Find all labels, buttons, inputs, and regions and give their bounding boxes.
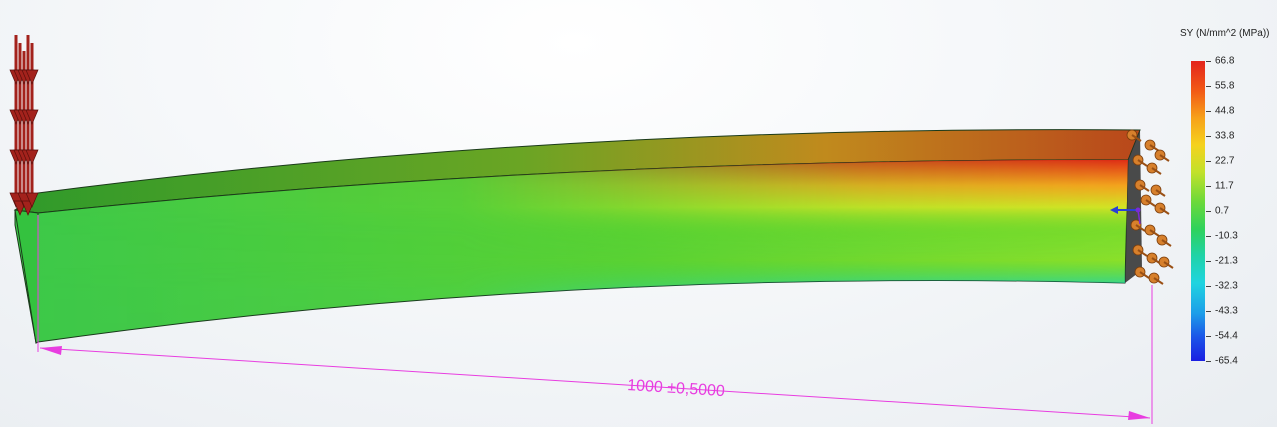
stress-legend[interactable]: SY (N/mm^2 (MPa)) 66.8 55.8 44.8 33.8 22.7 11…	[1180, 28, 1277, 378]
load-arrow-head	[25, 69, 39, 85]
legend-tick-label: 11.7	[1215, 180, 1234, 192]
fixture-pin-stem	[1161, 239, 1172, 247]
legend-tick-label: -43.3	[1215, 305, 1238, 317]
legend-tick	[1206, 361, 1211, 362]
load-arrow-head	[25, 192, 39, 208]
fixture-pin-stem	[1135, 224, 1146, 232]
load-arrows-icon[interactable]	[9, 35, 39, 216]
fixture-pin-stem	[1145, 199, 1156, 207]
fixture-pin-stem	[1137, 249, 1148, 257]
fixture-pin-stem	[1149, 229, 1160, 237]
legend-tick-label: -10.3	[1215, 230, 1238, 242]
legend-tick	[1206, 286, 1211, 287]
legend-tick	[1206, 111, 1211, 112]
coordinate-triad-icon	[1110, 206, 1141, 225]
legend-tick-label: -54.4	[1215, 330, 1238, 342]
fixture-pin-stem	[1139, 184, 1150, 192]
legend-tick	[1206, 186, 1211, 187]
legend-colorbar	[1191, 61, 1205, 361]
fixture-pin-stem	[1151, 167, 1162, 175]
dimension-annotation[interactable]: 1000 ±0,5000	[37, 215, 1153, 424]
dimension-arrow-left	[40, 346, 62, 355]
legend-tick-label: 55.8	[1215, 80, 1235, 92]
fixture-pin-stem	[1153, 277, 1164, 285]
legend-tick-label: 44.8	[1215, 105, 1235, 117]
deformed-beam[interactable]	[13, 129, 1142, 344]
legend-tick	[1206, 61, 1211, 62]
fixed-support-icon[interactable]	[1126, 129, 1174, 285]
fixture-pin-stem	[1159, 154, 1170, 162]
fixture-pin-stem	[1137, 159, 1148, 167]
fixture-pin-stem	[1149, 144, 1160, 152]
legend-tick-label: -65.4	[1215, 355, 1238, 367]
fixture-pin-stem	[1163, 261, 1174, 269]
legend-tick-label: 22.7	[1215, 155, 1235, 167]
beam-end-face	[14, 209, 39, 344]
dimension-line	[39, 347, 1151, 419]
load-arrow-head	[25, 149, 39, 165]
fixture-pin-stem	[1155, 189, 1166, 197]
legend-tick-label: 0.7	[1215, 205, 1229, 217]
legend-tick	[1206, 336, 1211, 337]
dimension-arrow-right	[1128, 411, 1150, 420]
legend-tick	[1206, 311, 1211, 312]
legend-tick-label: -32.3	[1215, 280, 1238, 292]
dimension-label[interactable]: 1000 ±0,5000	[627, 377, 726, 400]
legend-tick-label: 33.8	[1215, 130, 1235, 142]
legend-tick	[1206, 161, 1211, 162]
legend-title: SY (N/mm^2 (MPa))	[1180, 28, 1270, 39]
stress-contour-overlay	[38, 159, 1128, 342]
fixture-pin-stem	[1131, 134, 1142, 142]
legend-tick-label: -21.3	[1215, 255, 1238, 267]
legend-tick	[1206, 236, 1211, 237]
legend-tick	[1206, 136, 1211, 137]
legend-tick	[1206, 261, 1211, 262]
legend-tick-label: 66.8	[1215, 55, 1235, 67]
legend-tick	[1206, 86, 1211, 87]
fixture-pin-stem	[1139, 271, 1150, 279]
fixture-pin-stem	[1159, 207, 1170, 215]
legend-tick	[1206, 211, 1211, 212]
load-arrow-head	[25, 109, 39, 125]
